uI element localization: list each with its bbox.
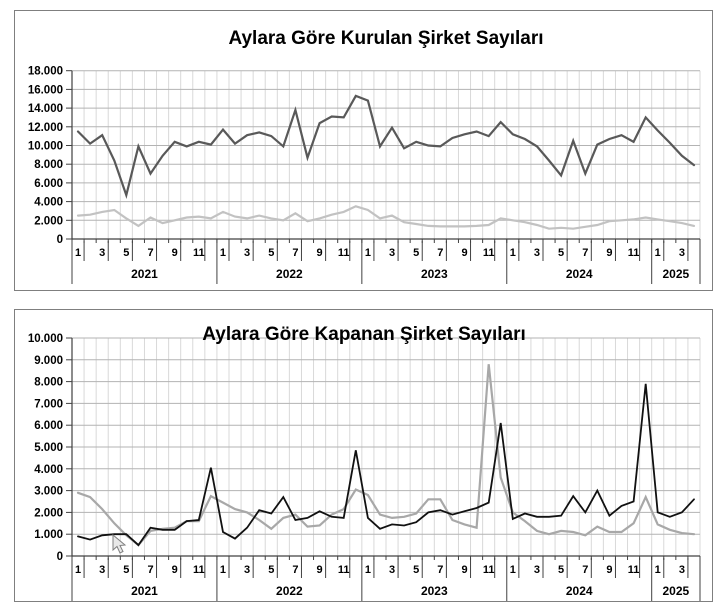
month-label: 11 [338,247,350,259]
month-label: 3 [244,564,250,576]
month-label: 7 [147,564,153,576]
month-label: 9 [172,247,178,259]
month-label: 1 [220,247,226,259]
y-tick-label: 1.000 [34,529,63,541]
year-label: 2023 [421,267,448,281]
chart-title: Aylara Göre Kurulan Şirket Sayıları [228,28,543,49]
y-tick-label: 16.000 [28,84,63,96]
y-tick-label: 2.000 [34,507,63,519]
month-label: 3 [679,247,685,259]
y-tick-label: 4.000 [34,197,63,209]
chart-title: Aylara Göre Kapanan Şirket Sayıları [202,324,526,345]
month-label: 9 [606,247,612,259]
year-label: 2025 [662,584,689,598]
y-tick-label: 9.000 [34,355,63,367]
month-label: 3 [534,564,540,576]
y-tick-label: 10.000 [28,141,63,153]
y-tick-label: 5.000 [34,442,63,454]
month-label: 1 [510,247,516,259]
chart-0: 18.00016.00014.00012.00010.0008.0006.000… [14,10,713,291]
month-label: 9 [606,564,612,576]
year-label: 2022 [276,267,303,281]
month-label: 9 [461,564,467,576]
month-label: 7 [582,247,588,259]
month-label: 11 [193,564,205,576]
y-tick-label: 12.000 [28,122,63,134]
year-label: 2022 [276,584,303,598]
year-label: 2024 [566,584,593,598]
y-tick-label: 7.000 [34,398,63,410]
month-label: 9 [172,564,178,576]
month-label: 1 [75,564,81,576]
month-label: 1 [365,247,371,259]
month-label: 5 [413,564,419,576]
month-label: 11 [628,247,640,259]
month-label: 9 [317,564,323,576]
month-label: 1 [220,564,226,576]
month-label: 11 [193,247,205,259]
month-label: 1 [655,564,661,576]
chart-1: 10.000 9.000 8.000 7.000 6.000 5.000 4.000 3.00… [14,309,713,602]
month-label: 7 [147,247,153,259]
month-label: 11 [628,564,640,576]
year-label: 2025 [662,267,689,281]
month-label: 5 [268,564,274,576]
month-label: 3 [244,247,250,259]
chart-border [14,309,713,602]
year-label: 2024 [566,267,593,281]
y-tick-label: 4.000 [34,464,63,476]
series-gray [76,205,696,230]
month-label: 5 [123,247,129,259]
y-tick-label: 14.000 [28,103,63,115]
month-label: 5 [123,564,129,576]
month-label: 11 [483,247,495,259]
chart-border [14,10,713,291]
year-label: 2023 [421,584,448,598]
month-label: 7 [437,564,443,576]
month-label: 1 [365,564,371,576]
month-label: 5 [558,247,564,259]
y-tick-label: 0 [57,551,63,563]
month-label: 11 [483,564,495,576]
y-tick-label: 3.000 [34,486,63,498]
month-label: 11 [338,564,350,576]
month-label: 7 [582,564,588,576]
y-tick-label: 2.000 [34,215,63,227]
month-label: 3 [534,247,540,259]
month-label: 7 [437,247,443,259]
month-label: 9 [317,247,323,259]
month-label: 1 [75,247,81,259]
month-label: 3 [99,564,105,576]
y-tick-label: 8.000 [34,377,63,389]
month-label: 7 [292,564,298,576]
month-label: 9 [461,247,467,259]
month-label: 5 [558,564,564,576]
month-label: 1 [510,564,516,576]
year-label: 2021 [131,267,158,281]
month-label: 1 [655,247,661,259]
series-black [77,383,695,547]
year-label: 2021 [131,584,158,598]
month-label: 3 [679,564,685,576]
month-label: 3 [389,247,395,259]
month-label: 3 [389,564,395,576]
mouse-cursor-icon [112,533,127,554]
month-label: 7 [292,247,298,259]
y-tick-label: 18.000 [28,66,63,78]
month-label: 3 [99,247,105,259]
y-tick-label: 0 [57,234,63,246]
y-tick-label: 10.000 [28,333,63,345]
month-label: 5 [413,247,419,259]
y-tick-label: 6.000 [34,420,63,432]
y-tick-label: 6.000 [34,178,63,190]
y-tick-label: 8.000 [34,159,63,171]
series-dark [76,94,696,199]
month-label: 5 [268,247,274,259]
